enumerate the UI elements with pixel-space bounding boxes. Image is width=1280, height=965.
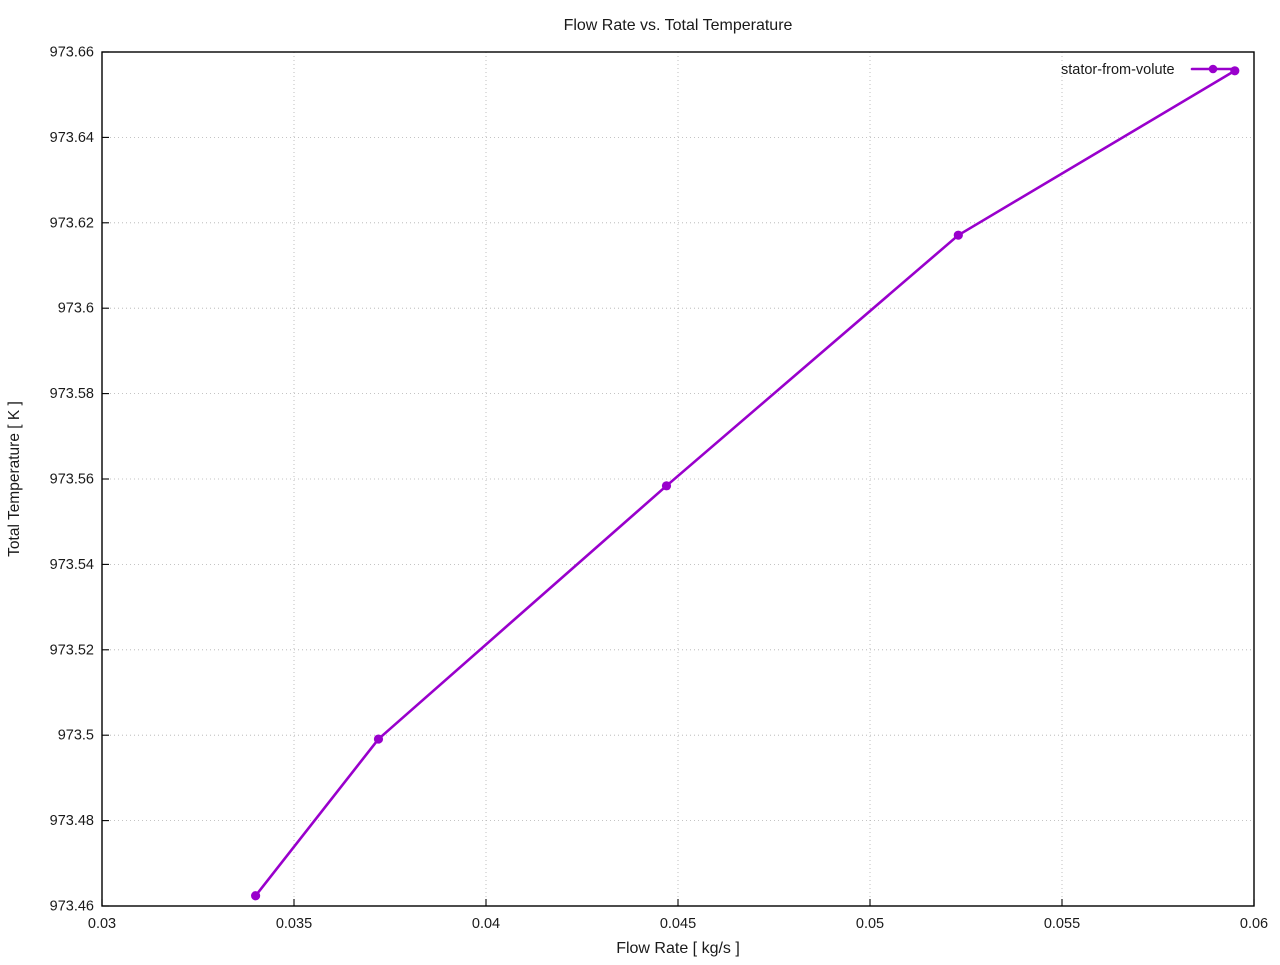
svg-text:973.5: 973.5 [58, 728, 94, 744]
svg-text:Flow Rate vs. Total Temperatur: Flow Rate vs. Total Temperature [564, 17, 793, 34]
svg-text:0.045: 0.045 [660, 916, 696, 932]
svg-text:973.52: 973.52 [50, 642, 94, 658]
svg-text:0.06: 0.06 [1240, 916, 1268, 932]
svg-text:0.04: 0.04 [472, 916, 500, 932]
svg-text:Flow Rate [ kg/s ]: Flow Rate [ kg/s ] [616, 940, 740, 957]
svg-text:0.03: 0.03 [88, 916, 116, 932]
svg-text:0.055: 0.055 [1044, 916, 1080, 932]
svg-text:973.64: 973.64 [50, 130, 94, 146]
svg-text:973.56: 973.56 [50, 472, 94, 488]
svg-text:973.6: 973.6 [58, 301, 94, 317]
svg-text:973.62: 973.62 [50, 215, 94, 231]
svg-text:973.54: 973.54 [50, 557, 94, 573]
svg-text:973.48: 973.48 [50, 813, 94, 829]
svg-text:0.035: 0.035 [276, 916, 312, 932]
svg-text:973.66: 973.66 [50, 45, 94, 61]
svg-text:973.58: 973.58 [50, 386, 94, 402]
svg-text:973.46: 973.46 [50, 899, 94, 915]
svg-text:stator-from-volute: stator-from-volute [1061, 62, 1175, 78]
svg-text:Total Temperature [ K ]: Total Temperature [ K ] [6, 401, 23, 557]
svg-text:0.05: 0.05 [856, 916, 884, 932]
